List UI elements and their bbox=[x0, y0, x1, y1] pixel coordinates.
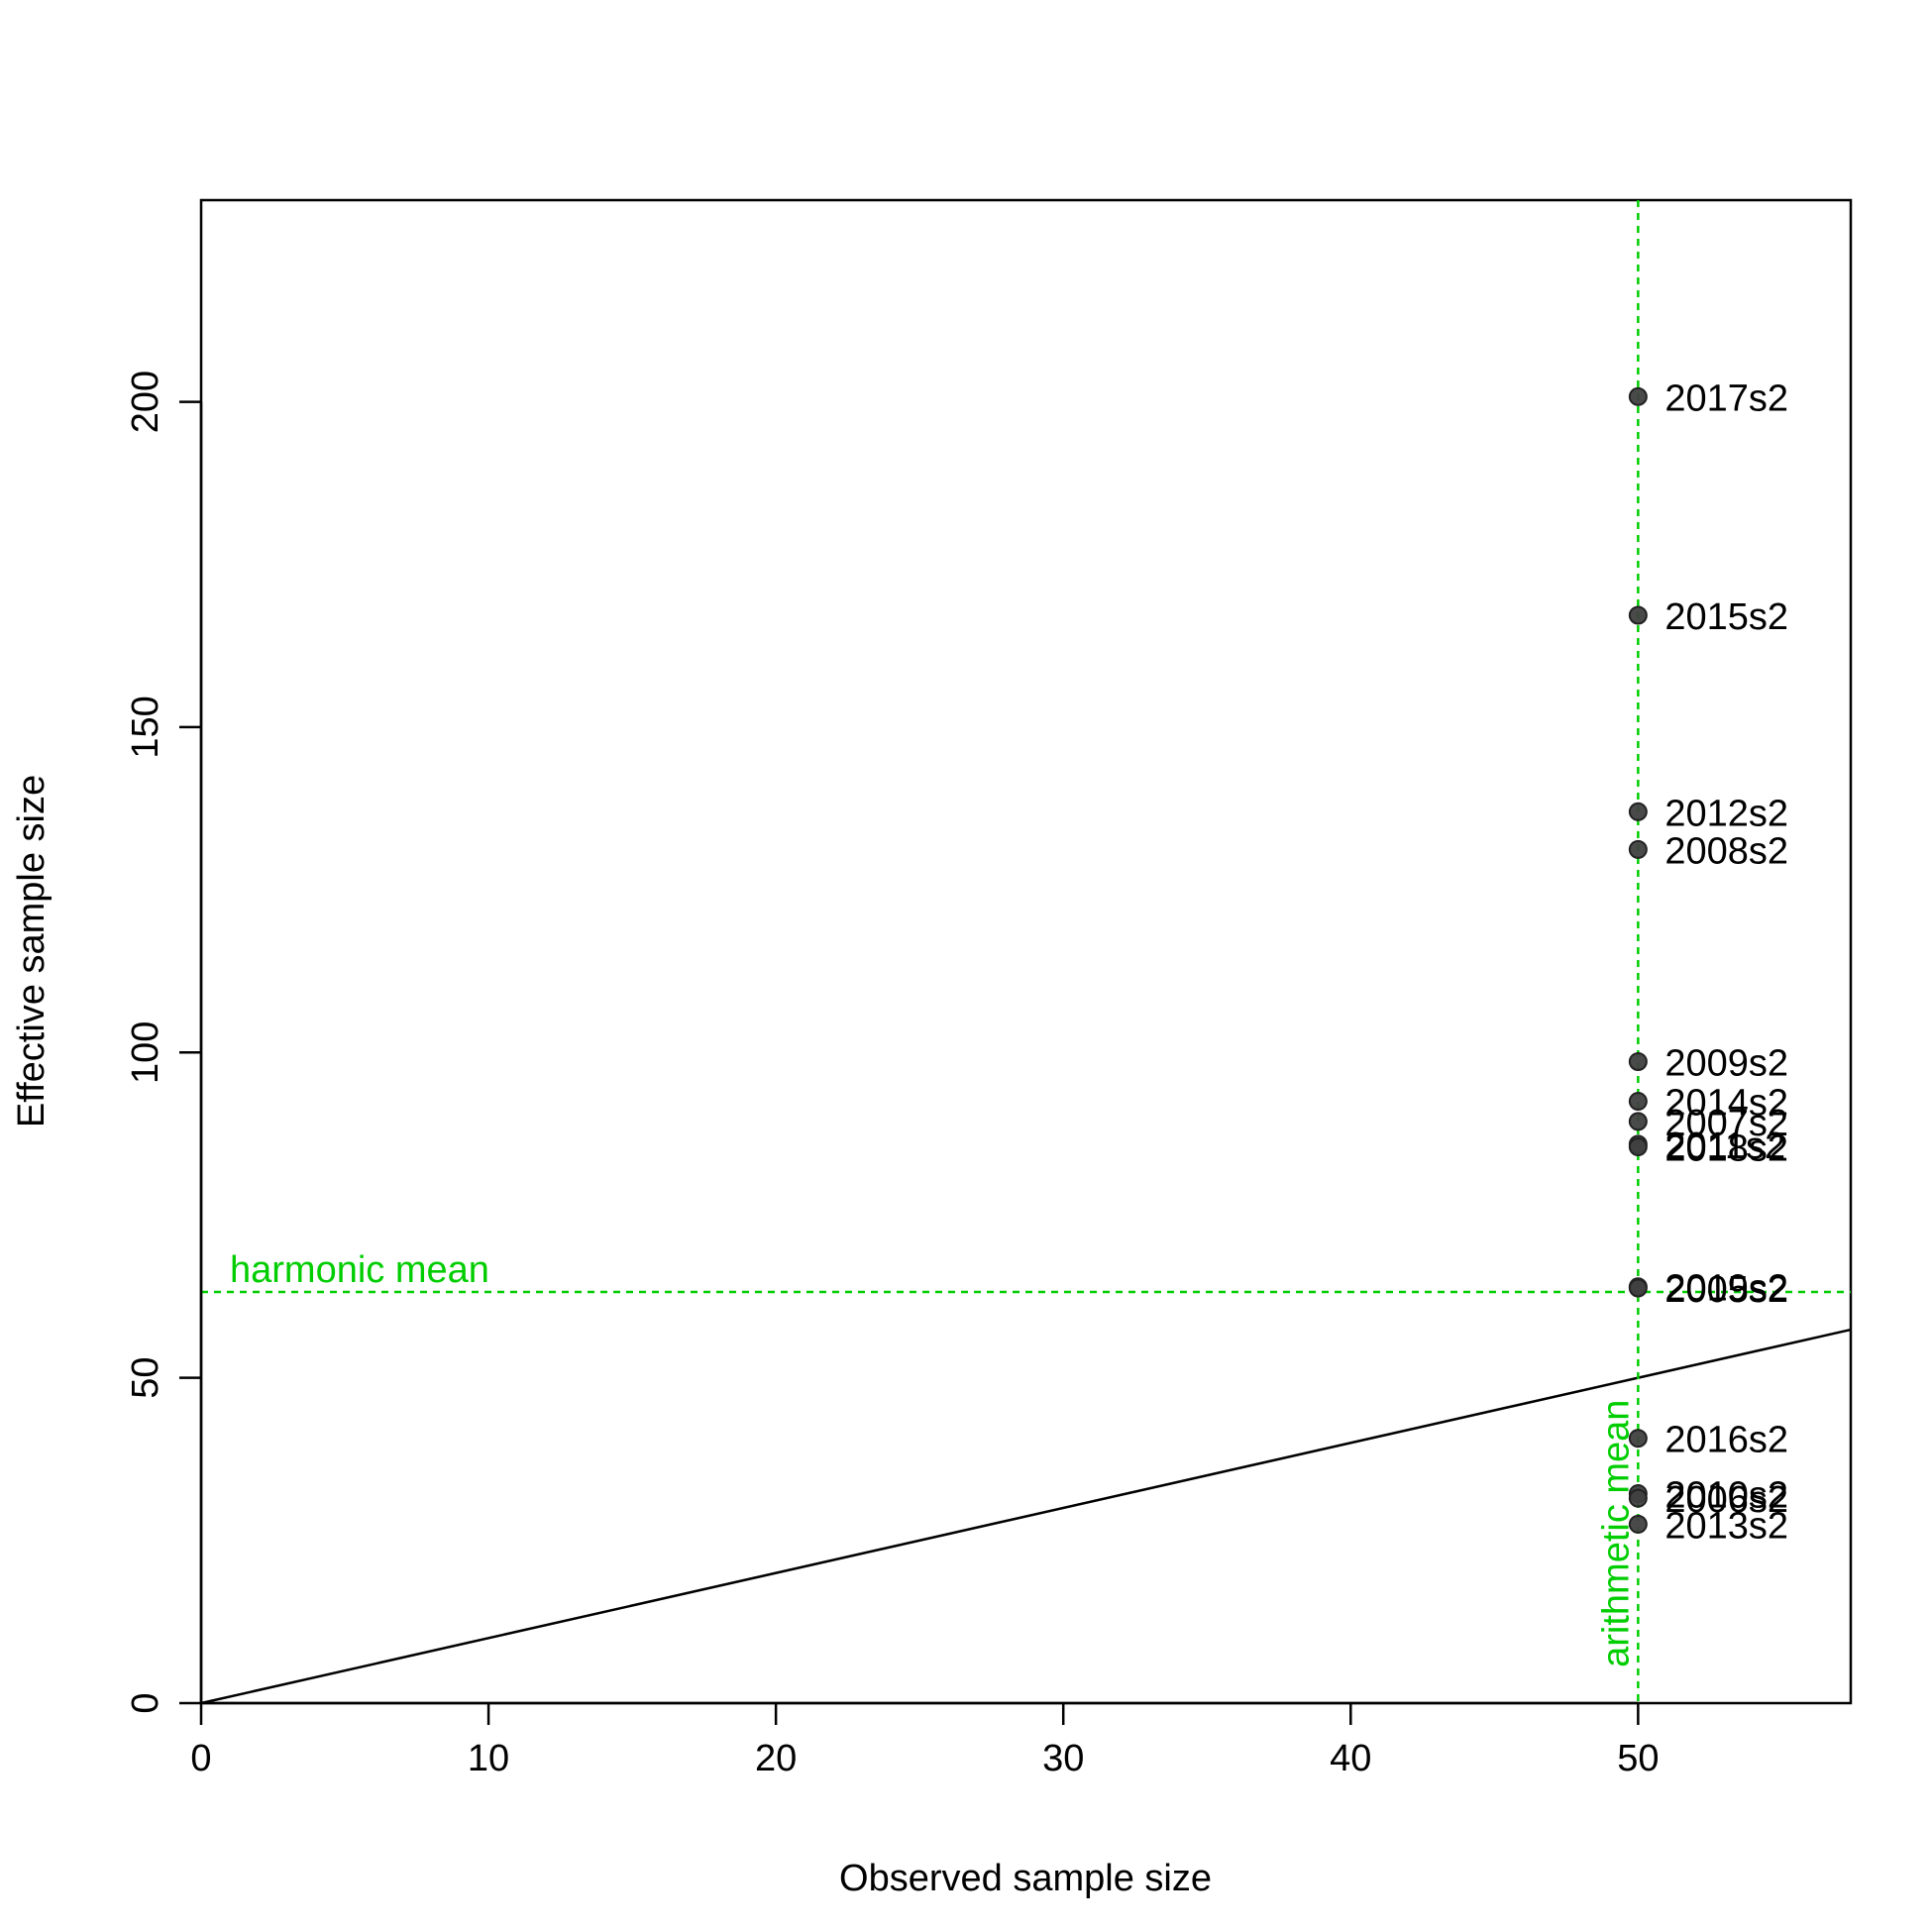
point-label: 2019s2 bbox=[1664, 1268, 1788, 1310]
point-label: 2014s2 bbox=[1664, 1083, 1788, 1125]
data-point bbox=[1628, 1137, 1648, 1157]
data-point bbox=[1628, 1429, 1648, 1449]
point-label: 2016s2 bbox=[1664, 1420, 1788, 1461]
y-tick-label: 0 bbox=[125, 1692, 166, 1713]
point-label: 2007s2 bbox=[1664, 1103, 1788, 1144]
point-label: 2009s2 bbox=[1664, 1042, 1788, 1084]
data-point bbox=[1628, 1278, 1648, 1298]
point-label: 2010s2 bbox=[1664, 1475, 1788, 1517]
point-label: 2018s2 bbox=[1664, 1128, 1788, 1170]
point-label: 2008s2 bbox=[1664, 830, 1788, 872]
point-label: 2006s2 bbox=[1664, 1479, 1788, 1521]
harmonic-mean-label: harmonic mean bbox=[230, 1249, 489, 1291]
y-tick-label: 100 bbox=[125, 1021, 166, 1084]
one-to-one-line bbox=[200, 1328, 1852, 1705]
point-label: 2015s2 bbox=[1664, 596, 1788, 638]
data-point bbox=[1628, 605, 1648, 625]
data-point bbox=[1628, 1051, 1648, 1071]
y-axis-title: Effective sample size bbox=[11, 775, 53, 1127]
x-tick-label: 40 bbox=[1330, 1738, 1371, 1779]
point-label: 2017s2 bbox=[1664, 377, 1788, 419]
data-point bbox=[1628, 1112, 1648, 1131]
x-tick-label: 20 bbox=[755, 1738, 797, 1779]
data-point bbox=[1628, 386, 1648, 406]
arithmetic-mean-label: arithmetic mean bbox=[1595, 1400, 1637, 1667]
point-label: 2013s2 bbox=[1664, 1505, 1788, 1547]
data-point bbox=[1628, 839, 1648, 859]
y-tick-label: 150 bbox=[125, 696, 166, 758]
point-label: 2005s2 bbox=[1664, 1269, 1788, 1311]
y-tick-label: 200 bbox=[125, 371, 166, 433]
x-tick-label: 0 bbox=[190, 1738, 211, 1779]
data-point bbox=[1628, 1092, 1648, 1112]
point-label: 2011s2 bbox=[1664, 1126, 1785, 1167]
x-tick-label: 50 bbox=[1617, 1738, 1659, 1779]
y-tick-label: 50 bbox=[125, 1357, 166, 1399]
x-axis-title: Observed sample size bbox=[839, 1858, 1212, 1899]
data-point bbox=[1628, 802, 1648, 821]
x-tick-label: 30 bbox=[1042, 1738, 1084, 1779]
data-point bbox=[1628, 1514, 1648, 1534]
point-label: 2012s2 bbox=[1664, 793, 1788, 834]
x-tick-label: 10 bbox=[468, 1738, 509, 1779]
data-point bbox=[1628, 1488, 1648, 1508]
